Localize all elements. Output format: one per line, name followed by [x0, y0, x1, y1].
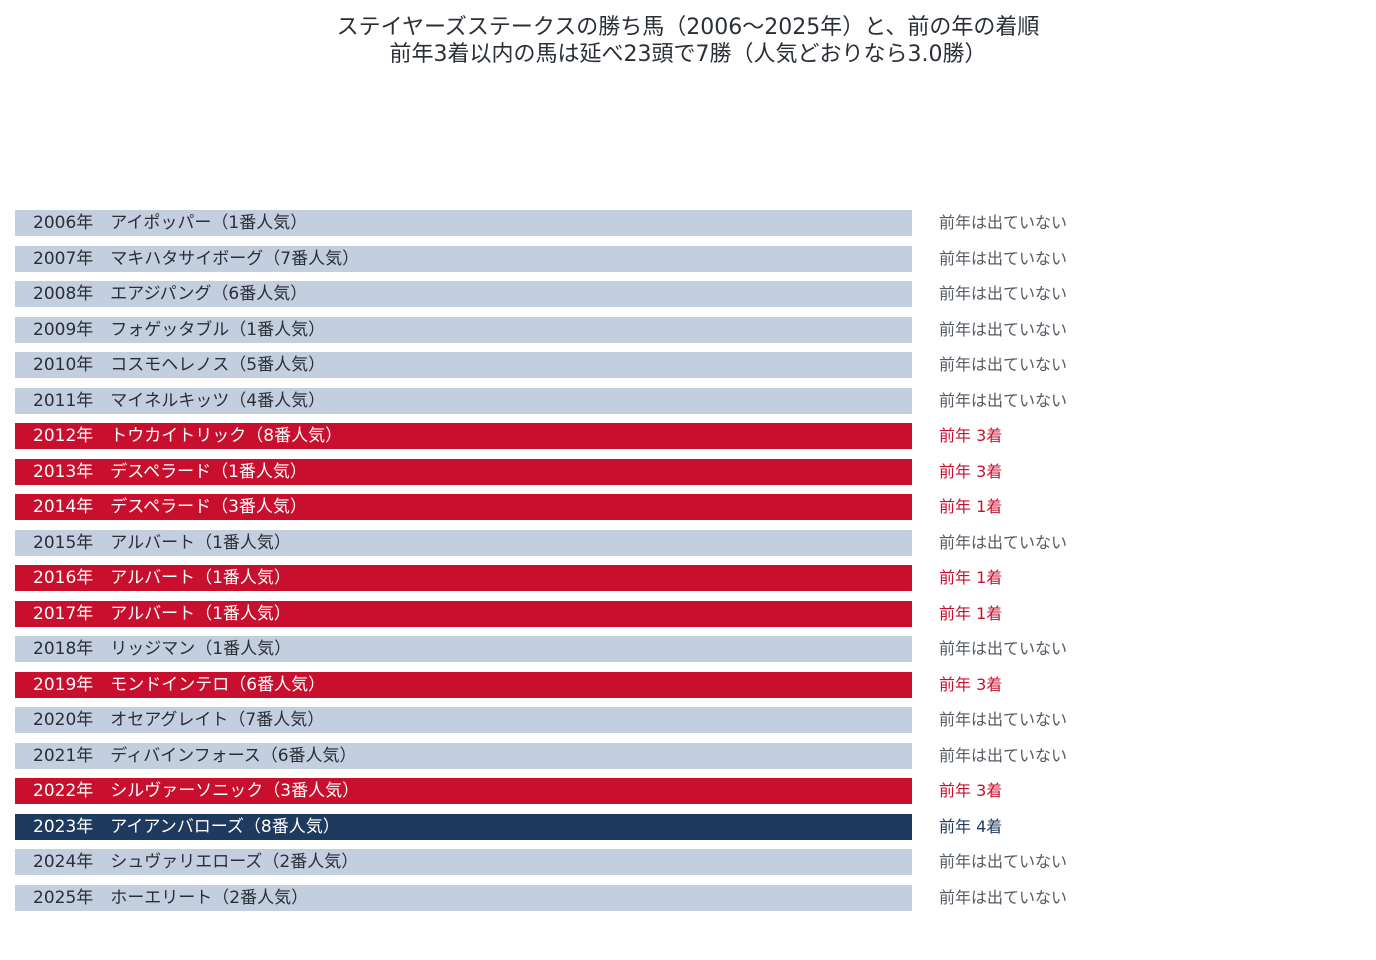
prev-finish-label-2021: 前年は出ていない — [939, 746, 1068, 765]
prev-finish-label-2012: 前年 3着 — [939, 426, 1003, 445]
bar-label-2020: 2020年 オセアグレイト（7番人気） — [33, 710, 325, 730]
prev-finish-label-2016: 前年 1着 — [939, 568, 1003, 587]
chart-title: ステイヤーズステークスの勝ち馬（2006〜2025年）と、前の年の着順 — [336, 15, 1040, 40]
prev-finish-label-2024: 前年は出ていない — [939, 852, 1068, 871]
bar-2020 — [15, 707, 912, 733]
bar-label-2023: 2023年 アイアンバローズ（8番人気） — [33, 817, 340, 837]
prev-finish-label-2022: 前年 3着 — [939, 781, 1003, 800]
bar-2015 — [15, 530, 912, 556]
prev-finish-label-2011: 前年は出ていない — [939, 391, 1068, 410]
bar-2013 — [15, 459, 912, 485]
bar-label-2011: 2011年 マイネルキッツ（4番人気） — [33, 391, 326, 411]
bar-2017 — [15, 601, 912, 627]
bar-2007 — [15, 246, 912, 272]
bar-label-2015: 2015年 アルバート（1番人気） — [33, 533, 291, 553]
bar-2011 — [15, 388, 912, 414]
bar-label-2017: 2017年 アルバート（1番人気） — [33, 604, 291, 624]
prev-finish-label-2007: 前年は出ていない — [939, 249, 1068, 268]
prev-finish-label-2013: 前年 3着 — [939, 462, 1003, 481]
prev-finish-label-2017: 前年 1着 — [939, 604, 1003, 623]
bar-label-2018: 2018年 リッジマン（1番人気） — [33, 639, 292, 659]
prev-finish-label-2025: 前年は出ていない — [939, 888, 1068, 907]
bar-2021 — [15, 743, 912, 769]
prev-finish-label-2019: 前年 3着 — [939, 675, 1003, 694]
bar-2010 — [15, 352, 912, 378]
bar-2008 — [15, 281, 912, 307]
bar-label-2008: 2008年 エアジパング（6番人気） — [33, 284, 308, 304]
bar-2022 — [15, 778, 912, 804]
bar-2023 — [15, 814, 912, 840]
bar-label-2021: 2021年 ディバインフォース（6番人気） — [33, 746, 357, 766]
bar-label-2012: 2012年 トウカイトリック（8番人気） — [33, 426, 343, 446]
bar-2009 — [15, 317, 912, 343]
bar-label-2009: 2009年 フォゲッタブル（1番人気） — [33, 320, 326, 340]
bar-2006 — [15, 210, 912, 236]
prev-finish-label-2018: 前年は出ていない — [939, 639, 1068, 658]
prev-finish-label-2023: 前年 4着 — [939, 817, 1003, 836]
bar-label-2016: 2016年 アルバート（1番人気） — [33, 568, 291, 588]
prev-finish-label-2010: 前年は出ていない — [939, 355, 1068, 374]
bar-label-2022: 2022年 シルヴァーソニック（3番人気） — [33, 781, 360, 801]
chart-subtitle: 前年3着以内の馬は延べ23頭で7勝（人気どおりなら3.0勝） — [389, 42, 987, 67]
bar-2012 — [15, 423, 912, 449]
bar-2019 — [15, 672, 912, 698]
bar-label-2025: 2025年 ホーエリート（2番人気） — [33, 888, 309, 908]
prev-finish-label-2006: 前年は出ていない — [939, 213, 1068, 232]
bar-2014 — [15, 494, 912, 520]
prev-finish-label-2008: 前年は出ていない — [939, 284, 1068, 303]
bar-label-2013: 2013年 デスペラード（1番人気） — [33, 462, 307, 482]
bar-label-2010: 2010年 コスモヘレノス（5番人気） — [33, 355, 326, 375]
prev-finish-label-2015: 前年は出ていない — [939, 533, 1068, 552]
bar-2018 — [15, 636, 912, 662]
bar-label-2007: 2007年 マキハタサイボーグ（7番人気） — [33, 249, 360, 269]
bar-label-2006: 2006年 アイポッパー（1番人気） — [33, 213, 308, 233]
prev-finish-label-2020: 前年は出ていない — [939, 710, 1068, 729]
bar-label-2014: 2014年 デスペラード（3番人気） — [33, 497, 307, 517]
bar-2025 — [15, 885, 912, 911]
bar-2016 — [15, 565, 912, 591]
prev-finish-label-2014: 前年 1着 — [939, 497, 1003, 516]
bar-label-2024: 2024年 シュヴァリエローズ（2番人気） — [33, 852, 359, 872]
bar-2024 — [15, 849, 912, 875]
bar-label-2019: 2019年 モンドインテロ（6番人気） — [33, 675, 326, 695]
prev-finish-label-2009: 前年は出ていない — [939, 320, 1068, 339]
